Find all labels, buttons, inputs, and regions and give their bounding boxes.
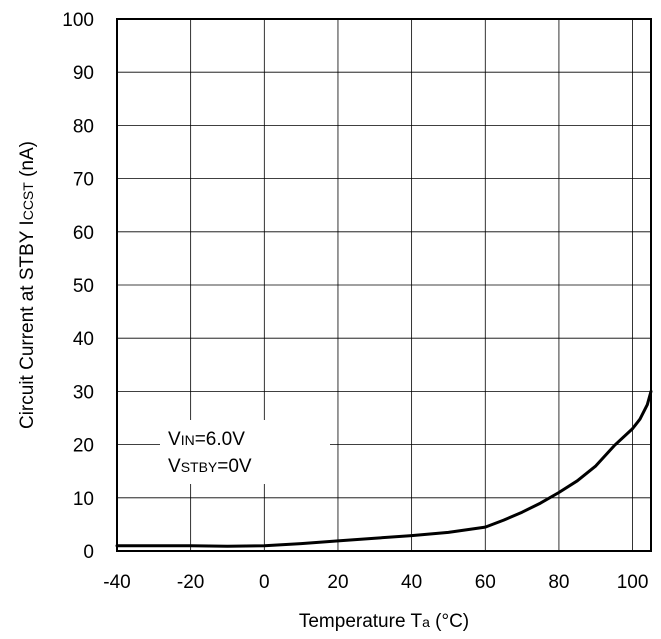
y-tick-label: 80 <box>73 116 94 137</box>
x-tick-label: 0 <box>259 572 270 593</box>
annotation-box <box>160 420 330 484</box>
y-tick-label: 40 <box>73 329 94 350</box>
y-tick-label: 60 <box>73 223 94 244</box>
x-tick-label: -40 <box>103 572 130 593</box>
y-tick-label: 50 <box>73 276 94 297</box>
series-line <box>115 389 653 548</box>
x-tick-label: 100 <box>617 572 649 593</box>
y-tick-labels: 0 10 20 30 40 50 60 70 80 90 100 <box>62 10 94 563</box>
x-tick-label: 60 <box>475 572 496 593</box>
y-axis-label: Circuit Current at STBY ICCST (nA) <box>17 141 38 429</box>
y-tick-label: 30 <box>73 382 94 403</box>
y-tick-label: 0 <box>83 542 94 563</box>
y-tick-label: 20 <box>73 436 94 457</box>
y-tick-label: 70 <box>73 170 94 191</box>
y-tick-label: 90 <box>73 63 94 84</box>
x-tick-label: 20 <box>327 572 348 593</box>
x-tick-label: 40 <box>401 572 422 593</box>
x-tick-label: -20 <box>177 572 204 593</box>
y-tick-label: 100 <box>62 10 94 31</box>
annotation-vin: VIN=6.0V <box>168 429 245 450</box>
x-tick-labels: -40 -20 0 20 40 60 80 100 <box>103 572 648 593</box>
x-tick-label: 80 <box>548 572 569 593</box>
plot-frame <box>116 18 652 552</box>
x-axis-label: Temperature Ta (°C) <box>299 611 469 632</box>
y-tick-label: 10 <box>73 489 94 510</box>
annotation-vstby: VSTBY=0V <box>168 456 252 477</box>
